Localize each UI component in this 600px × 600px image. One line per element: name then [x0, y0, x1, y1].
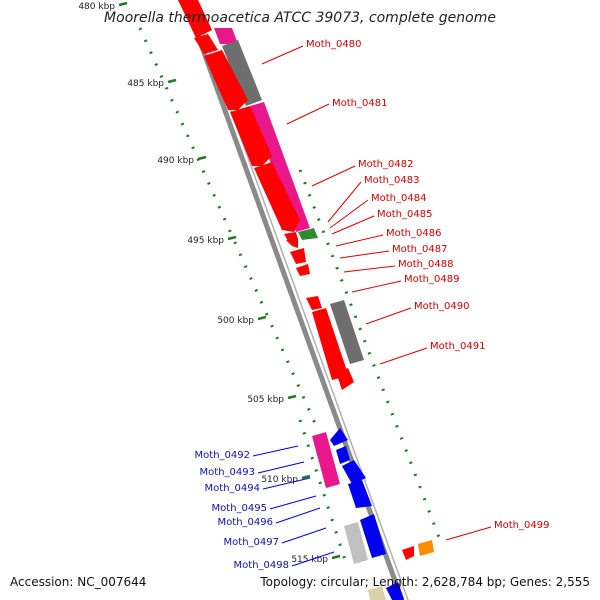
scale-tick-mark: [301, 474, 311, 480]
inner-features: [312, 428, 404, 600]
scale-tick-mark: [167, 78, 177, 84]
scale-guide-inner: [298, 169, 442, 541]
gene-leader-line: [327, 181, 362, 223]
scale-tick-label: 485 kbp: [127, 79, 164, 89]
gene-leader-line: [262, 477, 311, 490]
gene-block: [250, 102, 310, 232]
gene-arrow: [312, 308, 346, 380]
gene-block: [214, 28, 238, 44]
gene-leader-line: [339, 250, 390, 259]
gene-labels: Moth_0480 Moth_0481 Moth_0482 Moth_0483 Moth…: [195, 39, 550, 571]
gene-leader-line: [365, 307, 412, 325]
scale-tick-mark: [287, 394, 297, 400]
gene-label-moth-0490[interactable]: Moth_0490: [414, 301, 469, 312]
scale-tick-label: 505 kbp: [247, 395, 284, 405]
gene-arrow: [290, 248, 306, 264]
gene-label-moth-0483[interactable]: Moth_0483: [364, 175, 419, 186]
gene-label-moth-0493[interactable]: Moth_0493: [200, 467, 255, 478]
scale-tick-mark: [257, 315, 267, 321]
gene-label-moth-0491[interactable]: Moth_0491: [430, 341, 485, 352]
gene-leader-line: [331, 215, 375, 235]
gene-leader-line: [275, 507, 321, 524]
gene-arrow: [360, 514, 386, 558]
gene-label-moth-0482[interactable]: Moth_0482: [358, 159, 413, 170]
gene-block: [222, 40, 262, 106]
gene-block: [330, 300, 364, 364]
scale-tick-mark: [227, 235, 237, 241]
gene-arrow: [402, 546, 414, 560]
scale-ticks: 480 kbp 485 kbp 490 kbp 495 kbp 500 kbp 505 k…: [78, 1, 341, 565]
gene-arrow: [204, 50, 248, 110]
gene-leader-line: [269, 495, 317, 510]
gene-arrow: [386, 582, 404, 600]
gene-label-moth-0489[interactable]: Moth_0489: [404, 274, 459, 285]
gene-block: [418, 540, 434, 556]
gene-arrow: [230, 106, 272, 166]
gene-leader-line: [445, 526, 492, 541]
gene-leader-line: [261, 45, 304, 65]
gene-label-moth-0496[interactable]: Moth_0496: [218, 517, 273, 528]
gene-label-moth-0481[interactable]: Moth_0481: [332, 98, 387, 109]
gene-label-moth-0499[interactable]: Moth_0499: [494, 520, 549, 531]
gene-leader-line: [335, 234, 384, 247]
gene-leader-line: [351, 280, 402, 293]
gene-arrow: [348, 480, 372, 508]
gene-label-moth-0480[interactable]: Moth_0480: [306, 39, 361, 50]
gene-leader-line: [257, 461, 305, 474]
gene-label-moth-0494[interactable]: Moth_0494: [205, 483, 260, 494]
scale-tick-mark: [331, 554, 341, 560]
gene-block: [344, 522, 368, 564]
scale-tick-label: 510 kbp: [261, 475, 298, 485]
gene-arrow: [330, 428, 348, 446]
map-title: Moorella thermoacetica ATCC 39073, compl…: [104, 10, 496, 26]
gene-block: [298, 228, 318, 240]
gene-leader-line: [252, 445, 299, 457]
gene-label-moth-0492[interactable]: Moth_0492: [195, 450, 250, 461]
gene-leader-line: [379, 347, 428, 365]
gene-arrow: [342, 460, 366, 484]
scale-tick-label: 500 kbp: [217, 316, 254, 326]
gene-leader-line: [291, 551, 335, 567]
gene-leader-line: [343, 265, 396, 273]
gene-label-moth-0497[interactable]: Moth_0497: [224, 537, 279, 548]
gene-leader-line: [311, 165, 356, 187]
gene-label-moth-0484[interactable]: Moth_0484: [371, 193, 426, 204]
gene-leader-line: [329, 199, 369, 229]
gene-label-moth-0495[interactable]: Moth_0495: [212, 503, 267, 514]
gene-arrow: [194, 34, 218, 54]
gene-label-moth-0485[interactable]: Moth_0485: [377, 209, 432, 220]
gene-arrow: [336, 446, 350, 464]
gene-arrow: [336, 368, 354, 390]
gene-block: [368, 586, 386, 600]
scale-tick-label: 490 kbp: [157, 156, 194, 166]
scale-tick-label: 480 kbp: [78, 2, 115, 12]
gene-block: [312, 432, 340, 488]
gene-arrow: [254, 162, 300, 232]
gene-leader-line: [286, 103, 330, 125]
gene-arrow: [178, 0, 212, 38]
scale-tick-mark: [197, 155, 207, 161]
gene-label-moth-0487[interactable]: Moth_0487: [392, 244, 447, 255]
gene-arrow: [286, 238, 298, 248]
genome-summary-text: Topology: circular; Length: 2,628,784 bp…: [260, 575, 590, 589]
gene-label-moth-0486[interactable]: Moth_0486: [386, 228, 441, 239]
scale-tick-label: 495 kbp: [187, 236, 224, 246]
gene-arrow: [306, 296, 322, 310]
gene-label-moth-0488[interactable]: Moth_0488: [398, 259, 453, 270]
gene-arrow: [296, 264, 310, 276]
accession-text: Accession: NC_007644: [10, 575, 147, 589]
gene-leader-line: [281, 527, 327, 544]
scale-tick-mark: [118, 1, 128, 7]
gene-label-moth-0498[interactable]: Moth_0498: [234, 560, 289, 571]
outer-features: [178, 0, 434, 560]
